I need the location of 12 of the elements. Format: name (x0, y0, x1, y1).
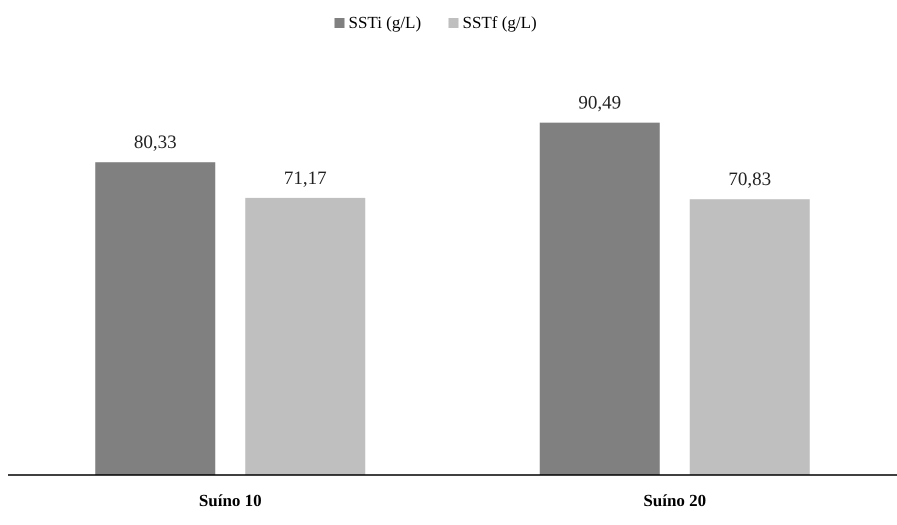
legend-label: SSTi (g/L) (348, 13, 422, 32)
x-tick-label: Suíno 10 (198, 491, 262, 510)
bar (95, 162, 216, 475)
bar (540, 122, 660, 475)
bar (245, 198, 366, 475)
data-label: 80,33 (134, 132, 177, 154)
legend-label: SSTf (g/L) (462, 13, 537, 32)
x-tick-label: Suíno 20 (643, 491, 706, 510)
data-label: 70,83 (728, 169, 772, 190)
data-label: 90,49 (578, 92, 622, 114)
data-label: 71,17 (284, 168, 327, 189)
bar (690, 199, 810, 475)
